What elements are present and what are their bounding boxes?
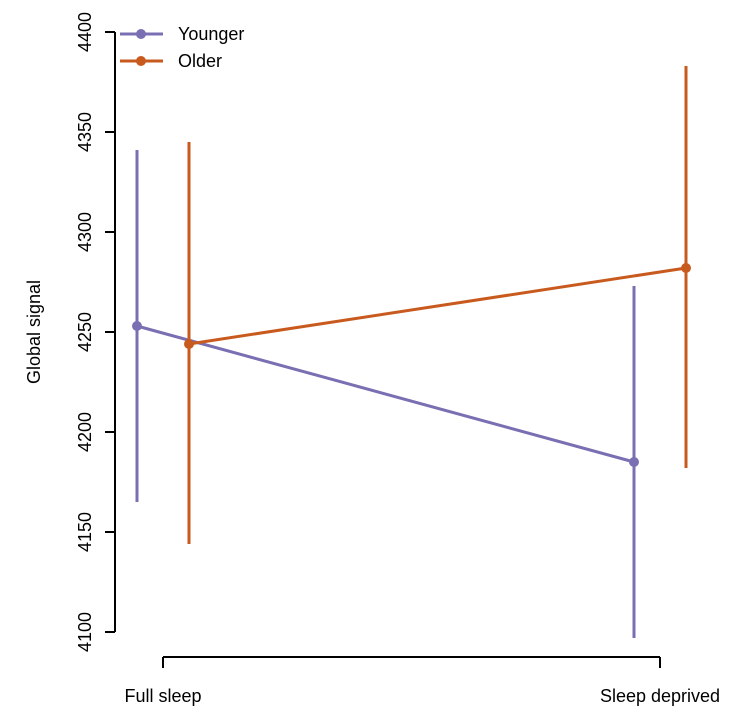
legend-swatch-point (136, 56, 146, 66)
y-tick-label: 4100 (75, 612, 95, 652)
y-tick-label: 4150 (75, 512, 95, 552)
data-point (681, 263, 691, 273)
x-tick-label: Full sleep (124, 686, 201, 706)
series-older (184, 66, 691, 544)
x-axis: Full sleep Sleep deprived (124, 656, 720, 706)
y-tick-label: 4300 (75, 212, 95, 252)
y-tick-label: 4250 (75, 312, 95, 352)
legend-swatch-point (136, 29, 146, 39)
y-axis: 4100 4150 4200 4250 4300 4350 4400 (75, 12, 116, 652)
legend-label: Younger (178, 24, 244, 44)
y-tick-label: 4200 (75, 412, 95, 452)
data-point (629, 457, 639, 467)
series-line (136, 324, 635, 464)
series-layer (132, 66, 691, 638)
legend: Younger Older (120, 24, 244, 71)
series-line (188, 266, 687, 346)
y-tick-label: 4350 (75, 112, 95, 152)
legend-item-older: Older (120, 51, 222, 71)
legend-item-younger: Younger (120, 24, 244, 44)
data-point (184, 339, 194, 349)
data-point (132, 321, 142, 331)
y-axis-title: Global signal (24, 280, 44, 384)
x-tick-label: Sleep deprived (600, 686, 720, 706)
legend-label: Older (178, 51, 222, 71)
y-tick-label: 4400 (75, 12, 95, 52)
series-younger (132, 150, 639, 638)
